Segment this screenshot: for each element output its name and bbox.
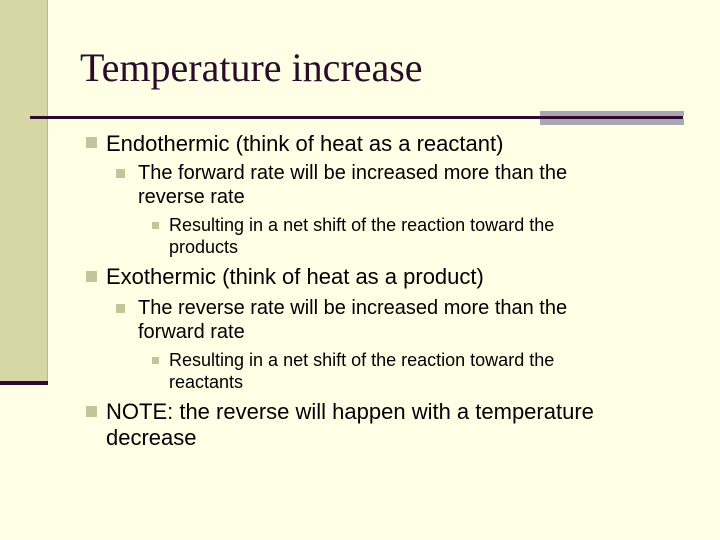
note-line1: NOTE: the reverse will happen with a tem… [106,399,594,424]
endothermic-detail-line2: products [169,237,239,257]
endothermic-sub-line1: The forward rate will be increased more … [138,162,568,184]
endothermic-heading: Endothermic (think of heat as a reactant… [106,131,504,156]
exothermic-sub-line2: forward rate [138,321,245,343]
slide-title: Temperature increase [80,45,423,90]
endothermic-sub-line2: reverse rate [138,186,245,208]
bullet-square-icon [86,137,97,148]
left-accent-bar [0,0,48,383]
exothermic-detail-line2: reactants [169,372,244,392]
bullet-square-icon [86,271,97,282]
endothermic-detail-line1: Resulting in a net shift of the reaction… [169,215,555,235]
bullet-square-icon [152,222,159,229]
bullet-square-icon [116,169,125,178]
exothermic-heading: Exothermic (think of heat as a product) [106,264,484,289]
title-rule [30,116,683,119]
exothermic-detail-line1: Resulting in a net shift of the reaction… [169,350,555,370]
title-rule-accent-bottom [540,119,684,125]
bullet-square-icon [86,406,97,417]
left-accent-underline [0,381,48,385]
bullet-square-icon [152,357,159,364]
note-line2: decrease [106,425,197,450]
title-rule-accent-top [540,111,684,116]
bullet-square-icon [116,304,125,313]
exothermic-sub-line1: The reverse rate will be increased more … [138,297,568,319]
